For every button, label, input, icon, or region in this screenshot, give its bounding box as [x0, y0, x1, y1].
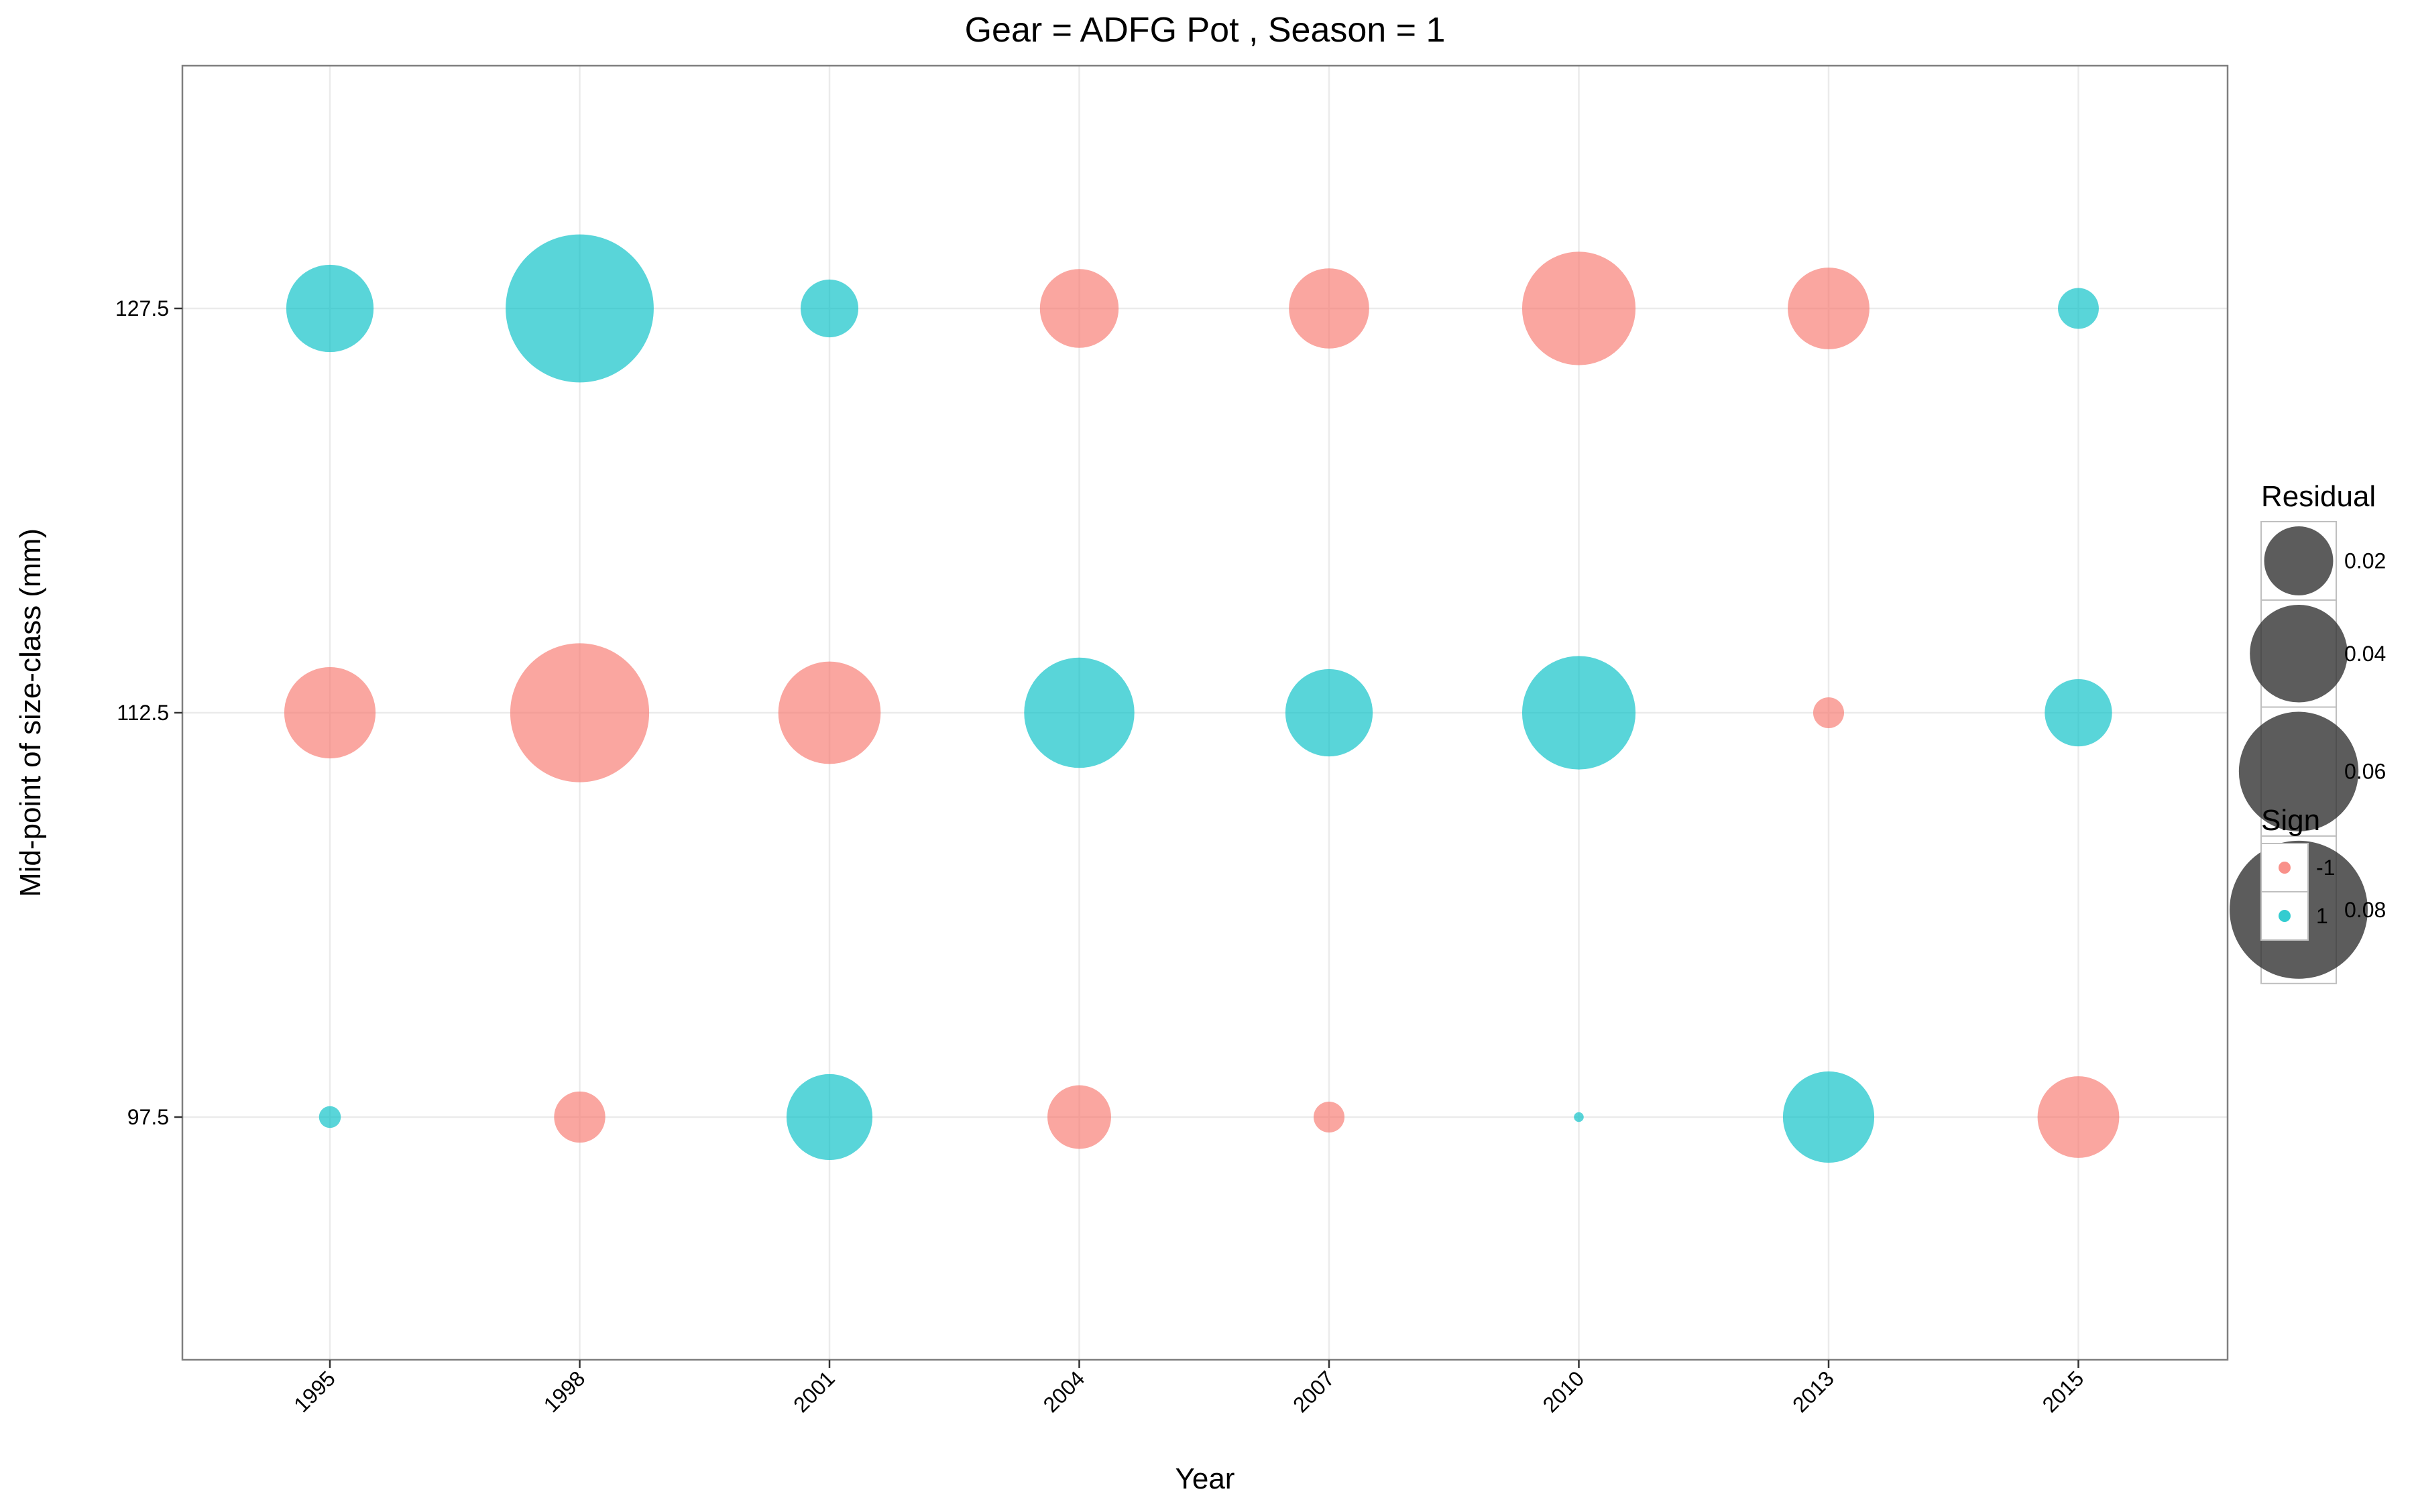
- data-point: [1521, 656, 1636, 770]
- data-point: [1574, 1112, 1584, 1122]
- x-tick-label: 2010: [1538, 1366, 1589, 1417]
- legend-size-title: Residual: [2261, 480, 2376, 513]
- data-point: [778, 661, 881, 764]
- x-axis: 1995 1998 2001 2004 2007 2010 2013 2015: [289, 1360, 2088, 1417]
- data-point: [1289, 268, 1369, 349]
- legend-color-title: Sign: [2261, 804, 2320, 837]
- data-point: [1047, 1085, 1111, 1149]
- data-point: [2058, 288, 2099, 329]
- data-point: [2037, 1076, 2120, 1158]
- legend-color-key: [2279, 862, 2291, 874]
- legend-size-label: 0.04: [2344, 642, 2386, 666]
- x-tick-label: 2007: [1288, 1366, 1339, 1417]
- data-point: [2045, 679, 2112, 747]
- data-point: [1024, 657, 1135, 768]
- x-tick-label: 2004: [1039, 1366, 1090, 1417]
- data-point: [1788, 268, 1870, 349]
- legend-size-label: 0.06: [2344, 760, 2386, 784]
- data-point: [1813, 697, 1845, 729]
- data-point: [506, 234, 654, 383]
- legend-size-label: 0.02: [2344, 548, 2386, 573]
- data-point: [286, 264, 374, 353]
- legend-size-label: 0.08: [2344, 898, 2386, 922]
- data-point: [284, 666, 376, 759]
- x-tick-label: 2013: [1788, 1366, 1839, 1417]
- y-tick-label: 112.5: [117, 701, 169, 725]
- x-tick-label: 2015: [2038, 1366, 2089, 1417]
- x-tick-label: 2001: [789, 1366, 840, 1417]
- legend: Residual 0.02 0.04 0.06 0.08 Sign -1 1: [2230, 480, 2386, 984]
- data-point: [554, 1091, 606, 1143]
- chart-title: Gear = ADFG Pot , Season = 1: [965, 11, 1446, 50]
- data-point: [786, 1073, 873, 1161]
- data-point: [1782, 1071, 1875, 1163]
- data-point: [1313, 1101, 1345, 1133]
- legend-size-key: [2250, 604, 2348, 703]
- data-point: [1039, 269, 1119, 348]
- data-point: [510, 643, 650, 782]
- data-point: [1521, 251, 1636, 365]
- legend-size-key: [2238, 711, 2359, 831]
- legend-color-key: [2279, 910, 2291, 922]
- y-tick-label: 127.5: [115, 296, 169, 321]
- data-points: [284, 234, 2120, 1163]
- data-point: [800, 279, 859, 338]
- x-tick-label: 1998: [539, 1366, 590, 1417]
- y-axis-label: Mid-point of size-class (mm): [14, 528, 47, 897]
- legend-key-box: [2260, 843, 2309, 892]
- legend-size-key: [2264, 526, 2334, 595]
- data-point: [319, 1106, 341, 1128]
- x-axis-label: Year: [1175, 1462, 1235, 1495]
- y-axis: 97.5 112.5 127.5: [115, 296, 182, 1129]
- legend-color-label: -1: [2316, 856, 2335, 880]
- data-point: [1285, 668, 1373, 757]
- x-tick-label: 1995: [289, 1366, 340, 1417]
- legend-color-label: 1: [2316, 904, 2328, 928]
- y-tick-label: 97.5: [127, 1105, 169, 1129]
